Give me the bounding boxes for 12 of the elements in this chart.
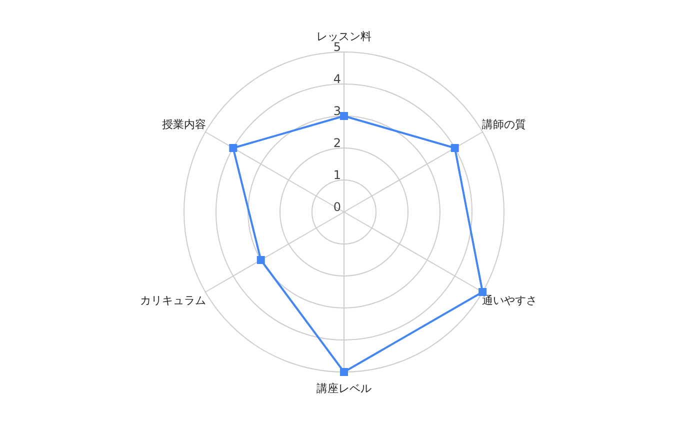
- spoke-label: 講座レベル: [316, 382, 372, 395]
- spoke-label: 講師の質: [482, 118, 526, 131]
- spoke-label: カリキュラム: [140, 294, 206, 307]
- spoke-label: 授業内容: [162, 118, 206, 131]
- y-tick-label: 3: [333, 104, 341, 118]
- y-tick-label: 1: [333, 168, 341, 182]
- y-tick-label: 0: [333, 200, 341, 214]
- spoke-label: 通いやすさ: [482, 294, 538, 307]
- spoke-label: レッスン料: [316, 30, 372, 43]
- y-tick-label: 2: [333, 136, 341, 150]
- y-tick-label: 5: [333, 40, 341, 54]
- y-tick-label: 4: [333, 72, 341, 86]
